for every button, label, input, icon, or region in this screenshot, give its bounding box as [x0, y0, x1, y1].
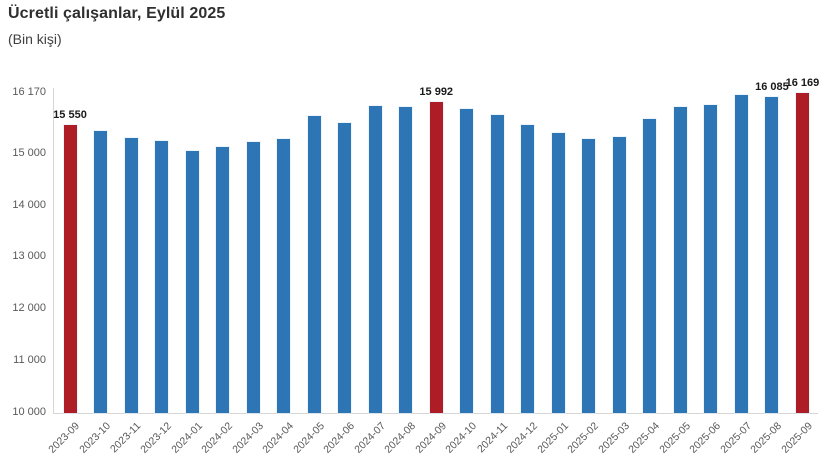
chart-title: Ücretli çalışanlar, Eylül 2025: [8, 5, 226, 22]
x-tick-label-2023-12: 2023-12: [138, 420, 175, 456]
bar-2025-05: [673, 107, 687, 413]
bar-2024-11: [490, 115, 504, 413]
x-tick-label-2025-08: 2025-08: [748, 420, 785, 456]
bar-2024-03: [246, 142, 260, 413]
data-label-2023-09: 15 550: [53, 109, 87, 122]
bar-2025-01: [551, 132, 565, 413]
data-label-2024-09: 15 992: [419, 86, 454, 99]
bar-2023-09: [63, 125, 77, 413]
y-tick-label-16170: 16 170: [12, 86, 46, 98]
bar-2023-11: [124, 138, 138, 413]
bar-2023-10: [94, 130, 108, 413]
x-tick-label-2024-05: 2024-05: [290, 420, 327, 456]
x-tick-label-2025-03: 2025-03: [596, 420, 632, 456]
x-tick-label-2024-02: 2024-02: [199, 420, 236, 456]
bar-2025-08: [765, 97, 779, 413]
x-tick-label-2023-09: 2023-09: [46, 420, 83, 456]
x-tick-label-2025-07: 2025-07: [718, 420, 754, 456]
bar-2024-10: [460, 109, 474, 413]
x-tick-label-2024-10: 2024-10: [443, 420, 480, 456]
x-axis-line: [53, 413, 818, 414]
bar-2025-07: [734, 95, 748, 413]
bar-2024-06: [338, 122, 352, 413]
y-tick-label-11000: 11 000: [13, 354, 46, 367]
bar-2024-12: [521, 124, 535, 413]
bar-2025-09: [795, 93, 809, 413]
bar-2025-02: [582, 138, 596, 413]
bar-2025-03: [612, 137, 626, 413]
bar-2024-04: [277, 139, 291, 413]
chart-subtitle: (Bin kişi): [8, 31, 62, 47]
x-tick-label-2024-07: 2024-07: [351, 420, 388, 456]
x-tick-label-2024-12: 2024-12: [504, 420, 541, 456]
bar-2023-12: [155, 141, 169, 413]
x-tick-label-2025-06: 2025-06: [687, 420, 724, 456]
bar-2024-02: [216, 146, 230, 413]
x-tick-label-2024-04: 2024-04: [260, 420, 297, 456]
x-tick-label-2024-08: 2024-08: [382, 420, 419, 456]
x-tick-label-2024-09: 2024-09: [412, 420, 449, 456]
bar-2024-07: [368, 106, 382, 413]
y-tick-label-10000: 10 000: [12, 406, 46, 418]
x-tick-label-2025-01: 2025-01: [535, 420, 571, 456]
bar-2025-04: [643, 118, 657, 413]
data-label-2025-09: 16 169: [785, 77, 820, 90]
bar-2024-08: [399, 107, 413, 413]
data-label-2025-08: 16 085: [755, 81, 789, 94]
y-tick-label-15000: 15 000: [12, 146, 46, 159]
bar-2024-09: [429, 102, 443, 413]
y-axis-line: [53, 88, 54, 413]
x-tick-label-2025-05: 2025-05: [657, 420, 693, 456]
x-tick-label-2025-09: 2025-09: [779, 420, 815, 456]
x-tick-label-2025-02: 2025-02: [565, 420, 602, 456]
bar-2024-05: [307, 116, 321, 413]
x-tick-label-2024-01: 2024-01: [168, 420, 205, 456]
x-tick-label-2023-10: 2023-10: [77, 420, 114, 456]
y-tick-label-13000: 13 000: [12, 250, 46, 263]
x-tick-label-2024-06: 2024-06: [321, 420, 358, 456]
x-tick-label-2023-11: 2023-11: [108, 420, 144, 456]
x-tick-label-2025-04: 2025-04: [626, 420, 663, 456]
bar-2025-06: [704, 105, 718, 413]
bar-2024-01: [185, 150, 199, 413]
x-tick-label-2024-03: 2024-03: [229, 420, 266, 456]
y-tick-label-14000: 14 000: [12, 198, 46, 211]
x-tick-label-2024-11: 2024-11: [474, 420, 510, 456]
y-tick-label-12000: 12 000: [12, 302, 46, 315]
